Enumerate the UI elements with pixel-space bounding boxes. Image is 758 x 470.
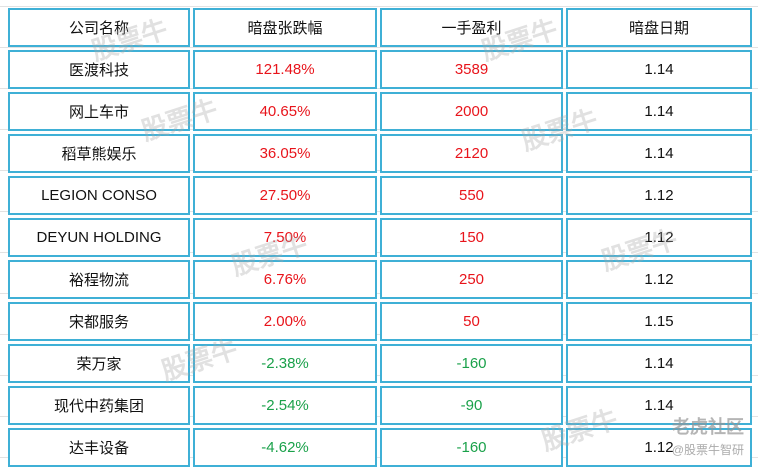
- date-cell: 1.14: [566, 92, 752, 131]
- table-row: 网上车市 40.65% 2000 1.14: [8, 92, 752, 131]
- table-row: 现代中药集团 -2.54% -90 1.14: [8, 386, 752, 425]
- date-cell: 1.12: [566, 260, 752, 299]
- change-cell: 6.76%: [193, 260, 377, 299]
- change-cell: 40.65%: [193, 92, 377, 131]
- table-row: 医渡科技 121.48% 3589 1.14: [8, 50, 752, 89]
- profit-cell: 3589: [380, 50, 563, 89]
- change-cell: 121.48%: [193, 50, 377, 89]
- date-cell: 1.12: [566, 428, 752, 467]
- profit-cell: 550: [380, 176, 563, 215]
- credit-text: @股票牛智研: [671, 443, 744, 457]
- change-cell: 27.50%: [193, 176, 377, 215]
- company-cell: LEGION CONSO: [8, 176, 190, 215]
- profit-cell: 50: [380, 302, 563, 341]
- header-profit: 一手盈利: [380, 8, 563, 47]
- table-row: DEYUN HOLDING 7.50% 150 1.12: [8, 218, 752, 257]
- company-cell: 裕程物流: [8, 260, 190, 299]
- company-cell: 宋都服务: [8, 302, 190, 341]
- date-cell: 1.12: [566, 218, 752, 257]
- profit-cell: -90: [380, 386, 563, 425]
- company-cell: 网上车市: [8, 92, 190, 131]
- table-row: 荣万家 -2.38% -160 1.14: [8, 344, 752, 383]
- change-cell: -2.54%: [193, 386, 377, 425]
- profit-cell: -160: [380, 428, 563, 467]
- header-row: 公司名称 暗盘张跌幅 一手盈利 暗盘日期: [8, 8, 752, 47]
- date-cell: 1.14: [566, 134, 752, 173]
- profit-cell: 250: [380, 260, 563, 299]
- company-cell: 荣万家: [8, 344, 190, 383]
- table-row: LEGION CONSO 27.50% 550 1.12: [8, 176, 752, 215]
- header-change: 暗盘张跌幅: [193, 8, 377, 47]
- date-cell: 1.14: [566, 50, 752, 89]
- header-company: 公司名称: [8, 8, 190, 47]
- change-cell: 2.00%: [193, 302, 377, 341]
- table-row: 宋都服务 2.00% 50 1.15: [8, 302, 752, 341]
- profit-cell: -160: [380, 344, 563, 383]
- header-date: 暗盘日期: [566, 8, 752, 47]
- company-cell: 达丰设备: [8, 428, 190, 467]
- change-cell: -2.38%: [193, 344, 377, 383]
- company-cell: 现代中药集团: [8, 386, 190, 425]
- change-cell: -4.62%: [193, 428, 377, 467]
- table-row: 稻草熊娱乐 36.05% 2120 1.14: [8, 134, 752, 173]
- tiger-community-logo: 老虎社区: [672, 417, 744, 437]
- date-cell: 1.14: [566, 344, 752, 383]
- change-cell: 36.05%: [193, 134, 377, 173]
- ipo-grey-market-table: 公司名称 暗盘张跌幅 一手盈利 暗盘日期 医渡科技 121.48% 3589 1.14…: [5, 5, 755, 470]
- date-cell: 1.15: [566, 302, 752, 341]
- date-cell: 1.14: [566, 386, 752, 425]
- change-cell: 7.50%: [193, 218, 377, 257]
- company-cell: 医渡科技: [8, 50, 190, 89]
- table-row: 达丰设备 -4.62% -160 1.12: [8, 428, 752, 467]
- company-cell: DEYUN HOLDING: [8, 218, 190, 257]
- company-cell: 稻草熊娱乐: [8, 134, 190, 173]
- date-cell: 1.12: [566, 176, 752, 215]
- table-row: 裕程物流 6.76% 250 1.12: [8, 260, 752, 299]
- profit-cell: 2000: [380, 92, 563, 131]
- profit-cell: 150: [380, 218, 563, 257]
- profit-cell: 2120: [380, 134, 563, 173]
